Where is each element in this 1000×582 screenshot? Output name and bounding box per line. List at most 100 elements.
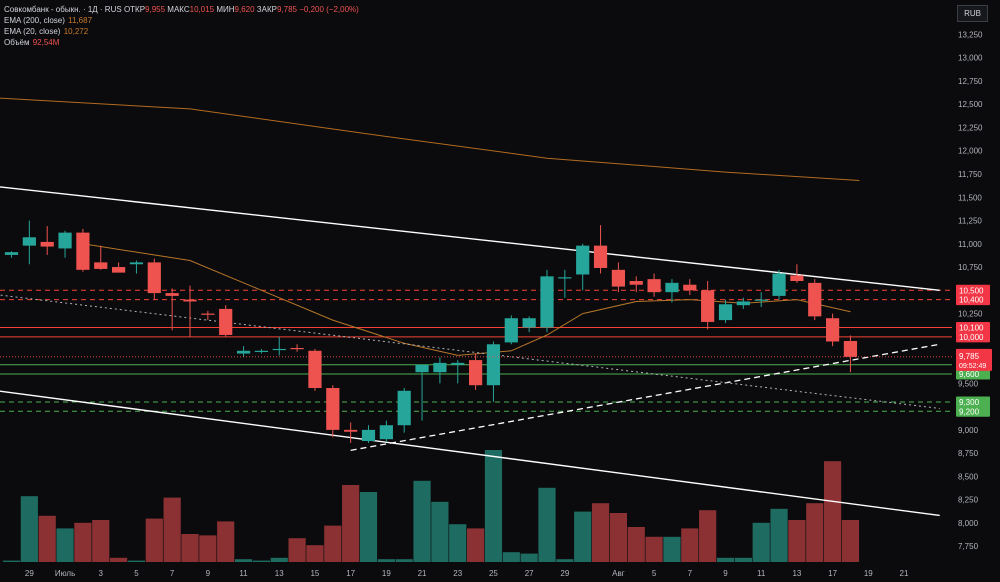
candle-body [236, 350, 251, 354]
volume-bar [502, 552, 520, 562]
candle [736, 297, 750, 309]
legend-ema20-row[interactable]: EMA (20, close) 10,272 [4, 26, 359, 37]
x-tick-label: 11 [757, 569, 766, 578]
candle [433, 357, 447, 384]
candle-body [772, 273, 786, 296]
candle-body [826, 318, 840, 342]
y-tick-label: 8,000 [958, 519, 979, 528]
volume-bar [181, 534, 199, 562]
candle [129, 260, 144, 274]
candle [540, 269, 554, 333]
volume-bar [56, 528, 74, 562]
legend: Совкомбанк - обыкн. · 1Д · RUS ОТКР9,955… [4, 4, 359, 48]
y-tick-label: 12,000 [958, 147, 983, 156]
volume-bar [806, 503, 824, 562]
candle-body [665, 282, 679, 293]
volume-bar [520, 553, 538, 562]
legend-title-row: Совкомбанк - обыкн. · 1Д · RUS ОТКР9,955… [4, 4, 359, 15]
candle [629, 276, 643, 293]
volume-bar [252, 560, 270, 562]
candle [76, 228, 90, 272]
volume-bar [413, 480, 431, 562]
candle [308, 348, 322, 391]
x-tick-label: 19 [864, 569, 873, 578]
trendline [0, 390, 940, 517]
level-tag [956, 284, 990, 296]
x-tick-label: 3 [99, 569, 104, 578]
candle [701, 281, 715, 330]
ema20-value: 10,272 [63, 27, 89, 36]
candle-body [22, 237, 36, 246]
candle-body [254, 350, 268, 352]
volume-bar [484, 450, 503, 562]
legend-ema200-row[interactable]: EMA (200, close) 11,687 [4, 15, 359, 26]
candle-body [843, 341, 858, 357]
candle-body [469, 360, 483, 386]
volume-bar [217, 521, 235, 562]
x-tick-label: 9 [723, 569, 728, 578]
y-tick-label: 7,750 [958, 542, 979, 551]
level-tag-label: 9,300 [959, 398, 980, 407]
level-tag-label: 10,000 [959, 333, 984, 342]
candle [397, 388, 411, 433]
candle-body [272, 348, 286, 351]
candle-body [683, 284, 697, 291]
candle-body [94, 262, 108, 269]
symbol-title[interactable]: Совкомбанк - обыкн. · 1Д · RUS [4, 5, 122, 14]
level-tag [956, 331, 990, 343]
x-tick-label: 21 [418, 569, 427, 578]
volume-value: 92,54M [32, 38, 60, 47]
volume-bar [359, 492, 378, 562]
volume-bar [145, 518, 163, 562]
y-tick-label: 10,250 [958, 310, 983, 319]
candle-body [415, 364, 429, 373]
candle-body [58, 232, 72, 249]
trendline [350, 343, 940, 451]
candle-body [576, 245, 590, 275]
candle [415, 364, 429, 421]
candle [504, 315, 518, 345]
candle-body [308, 350, 322, 389]
candle-body [790, 275, 804, 281]
candle-body [397, 390, 411, 426]
candle [201, 310, 215, 321]
candle-body [147, 262, 161, 294]
candle-body [486, 344, 501, 386]
ohlc-values: ОТКР9,955 МАКС10,015 МИН9,620 ЗАКР9,785 … [124, 5, 359, 14]
ohlc-value: 9,785 [276, 5, 297, 14]
volume-bar [824, 461, 842, 562]
candle-body [201, 313, 215, 315]
x-tick-label: 19 [382, 569, 391, 578]
x-tick-label: 23 [453, 569, 462, 578]
volume-bar [627, 527, 645, 562]
candle-body [718, 304, 733, 321]
volume-bar [20, 496, 38, 562]
legend-volume-row[interactable]: Объём 92,54M [4, 37, 359, 48]
level-tag-label: 9,600 [959, 370, 980, 379]
level-tag-label: 10,100 [959, 324, 984, 333]
currency-button[interactable]: RUB [957, 5, 988, 22]
candle-body [808, 282, 822, 317]
y-tick-label: 13,000 [958, 54, 983, 63]
volume-bar [663, 536, 681, 562]
y-tick-label: 10,750 [958, 263, 983, 272]
x-tick-label: 25 [489, 569, 498, 578]
volume-bar [841, 520, 860, 562]
x-tick-label: 29 [25, 569, 34, 578]
x-tick-label: 17 [828, 569, 837, 578]
candle [576, 243, 590, 291]
y-tick-label: 8,750 [958, 449, 979, 458]
candle [22, 220, 36, 265]
y-tick-label: 8,250 [958, 496, 979, 505]
x-tick-label: 21 [900, 569, 909, 578]
ohlc-label: МИН [214, 5, 235, 14]
level-tag [956, 396, 990, 408]
volume-bar [306, 545, 324, 562]
candle-body [558, 277, 572, 279]
candle-body [76, 232, 90, 270]
volume-bar [324, 525, 342, 562]
volume-bar [270, 557, 288, 562]
candle [754, 292, 768, 308]
candle [272, 336, 286, 356]
